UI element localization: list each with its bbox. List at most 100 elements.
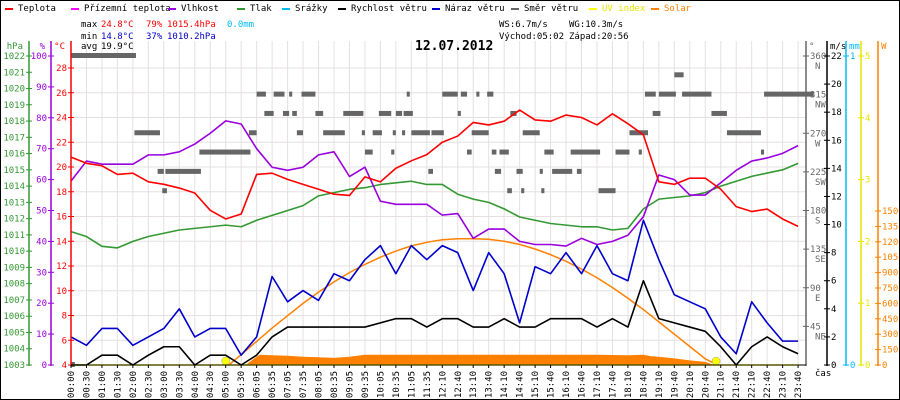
wind-direction-mark [552,168,573,174]
tick-label: 8 [62,312,67,322]
legend-label: Náraz větru [445,4,505,14]
wind-speed-axis: 0 2 4 6 8 10 12 14 16 18 20 22m/s [824,41,846,371]
x-tick-label: 15:40 [547,371,557,398]
tick-label: 1022 [3,52,25,62]
compass-label: W [815,139,821,149]
x-tick-label: 21:40 [732,371,742,398]
tick-label: 20 [36,299,47,309]
tick-label: 24 [56,114,67,124]
max-pressure: 1015.4hPa [167,20,216,30]
tick-label: 1014 [3,182,25,192]
legend-label: Směr větru [524,4,579,14]
wind-direction-mark [629,130,649,136]
tick-label: 12 [56,262,67,272]
x-tick-label: 07:05 [284,371,294,398]
tick-label: 80 [36,114,47,124]
wind-direction-mark [392,130,396,136]
wind-direction-mark [615,149,630,155]
x-tick-label: 03:30 [175,371,185,398]
wind-direction-mark [521,188,525,194]
wind-direction-mark [378,110,392,116]
legend-item-tlak: Tlak [237,4,272,14]
x-tick-label: 04:00 [191,371,201,398]
compass-label: N [815,62,820,72]
wind-direction-mark [248,130,257,136]
wind-direction-mark [372,130,382,136]
x-axis-label: čas [815,369,832,379]
tick-label: 1 [865,299,870,309]
wind-direction-mark [361,130,365,136]
x-tick-label: 19:10 [655,371,665,398]
tick-label: 6 [62,336,67,346]
x-tick-label: 11:05 [407,371,417,398]
series-rychlost-větru [70,279,799,366]
tick-label: 1007 [3,296,25,306]
wind-direction-mark [323,130,345,136]
x-tick-label: 00:00 [67,371,77,398]
wind-direction-mark [199,149,251,155]
legend-item-smer-vetru: Směr větru [511,4,578,14]
min-humidity: 37% [146,32,163,42]
legend-label: Přízemní teplota [84,4,171,14]
tick-label: 1013 [3,198,25,208]
tick-label: 1005 [3,328,25,338]
legend-item-solar: Solar [651,4,691,14]
x-tick-label: 12:10 [438,371,448,398]
tick-label: 1050 [882,253,900,263]
axis-unit-label: W [881,42,887,52]
series-line [70,120,799,247]
series-line [71,279,799,366]
wind-direction-mark [658,91,676,97]
x-tick-label: 18:40 [639,371,649,398]
wind-direction-mark [570,149,601,155]
tick-label: 3 [865,176,870,186]
tick-label: 16 [56,213,67,223]
x-tick-label: 13:40 [485,371,495,398]
x-tick-label: 10:35 [392,371,402,398]
tick-label: 0 [831,361,836,371]
x-tick-label: 05:00 [222,371,232,398]
wind-direction-mark [134,130,160,136]
wind-direction-mark [428,168,433,174]
temperature-axis: 4 6 8 10 12 14 16 18 20 22 24 26 28 °C [54,41,74,371]
x-tick-label: 01:30 [113,371,123,398]
x-tick-label: 23:10 [779,371,789,398]
x-tick-label: 16:10 [562,371,572,398]
wind-direction-mark [256,91,266,97]
tick-label: 1009 [3,263,25,273]
axis-unit-label: hPa [7,42,23,52]
legend-swatch [589,8,597,10]
tick-label: 1017 [3,133,25,143]
wind-direction-mark [391,149,395,155]
tick-label: 6 [831,277,836,287]
tick-label: 2 [865,237,870,247]
wind-direction-mark [442,91,458,97]
tick-label: 1012 [3,215,25,225]
x-tick-label: 17:10 [593,371,603,398]
legend-item-teplota: Teplota [5,4,56,14]
wind-direction-mark [674,72,684,78]
legend-label: Teplota [18,4,56,14]
wind-direction-mark [516,168,523,174]
tick-label: 18 [831,108,842,118]
x-tick-label: 22:40 [763,371,773,398]
tick-label: 1350 [882,222,900,232]
wind-direction-mark [395,110,403,116]
tick-label: 10 [36,330,47,340]
wind-direction-mark [764,91,814,97]
tick-label: 0 [42,361,47,371]
wind-direction-mark [726,130,761,136]
wind-direction-mark [487,91,494,97]
tick-label: 1500 [882,207,900,217]
tick-label: 135 [810,245,826,255]
tick-label: 70 [36,145,47,155]
wind-direction-mark [292,110,297,116]
wind-direction-mark [522,130,540,136]
tick-label: 14 [56,237,67,247]
wind-direction-mark [467,149,472,155]
tick-label: 10 [831,221,842,231]
legend-swatch [282,8,290,10]
x-tick-label: 16:40 [578,371,588,398]
